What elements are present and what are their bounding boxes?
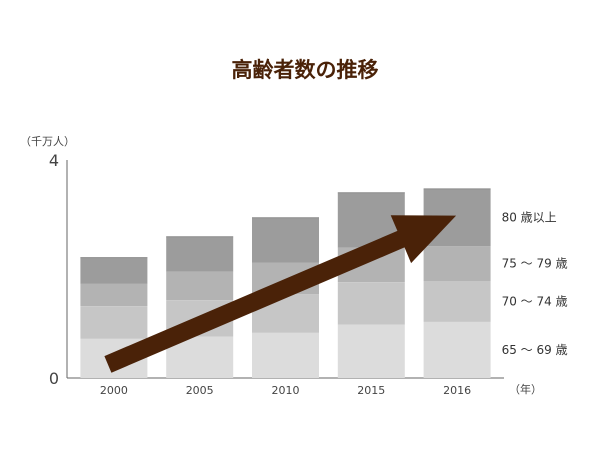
y-tick-label: 0	[49, 369, 59, 388]
x-tick-label: 2015	[357, 384, 385, 397]
legend-label: 75 ～ 79 歳	[502, 257, 568, 271]
y-tick-label: 4	[49, 151, 59, 170]
x-axis-unit: （年）	[509, 382, 542, 396]
x-tick-label: 2016	[443, 384, 471, 397]
legend-label: 70 ～ 74 歳	[502, 294, 568, 308]
legend-group: 65 ～ 69 歳 70 ～ 74 歳 75 ～ 79 歳 80 歳以上	[502, 211, 568, 357]
bar-segment-2005-3	[166, 236, 234, 272]
bar-segment-2005-2	[166, 271, 234, 300]
bar-segment-2000-1	[80, 306, 148, 339]
bar-segment-2000-2	[80, 283, 148, 306]
legend-label: 65 ～ 69 歳	[502, 343, 568, 357]
bar-segment-2015-0	[337, 324, 405, 378]
x-tick-label: 2010	[272, 384, 300, 397]
bar-segment-2010-0	[252, 332, 319, 378]
bar-segment-2016-2	[423, 246, 491, 281]
bar-segment-2010-3	[252, 217, 319, 263]
x-tick-label: 2000	[100, 384, 128, 397]
bar-segment-2016-1	[423, 281, 491, 322]
legend-label: 80 歳以上	[502, 211, 557, 225]
bar-segment-2000-3	[80, 257, 148, 284]
y-axis-unit: （千万人）	[20, 135, 75, 148]
x-tick-label: 2005	[186, 384, 214, 397]
trend-arrow	[104, 215, 457, 373]
x-ticks-group: 2000 2005 2010 2015 2016	[100, 384, 471, 397]
y-ticks-group: 04	[49, 151, 59, 388]
bar-segment-2015-1	[337, 282, 405, 325]
chart-title: 高齢者数の推移	[232, 58, 379, 82]
bar-segment-2016-0	[423, 321, 491, 378]
